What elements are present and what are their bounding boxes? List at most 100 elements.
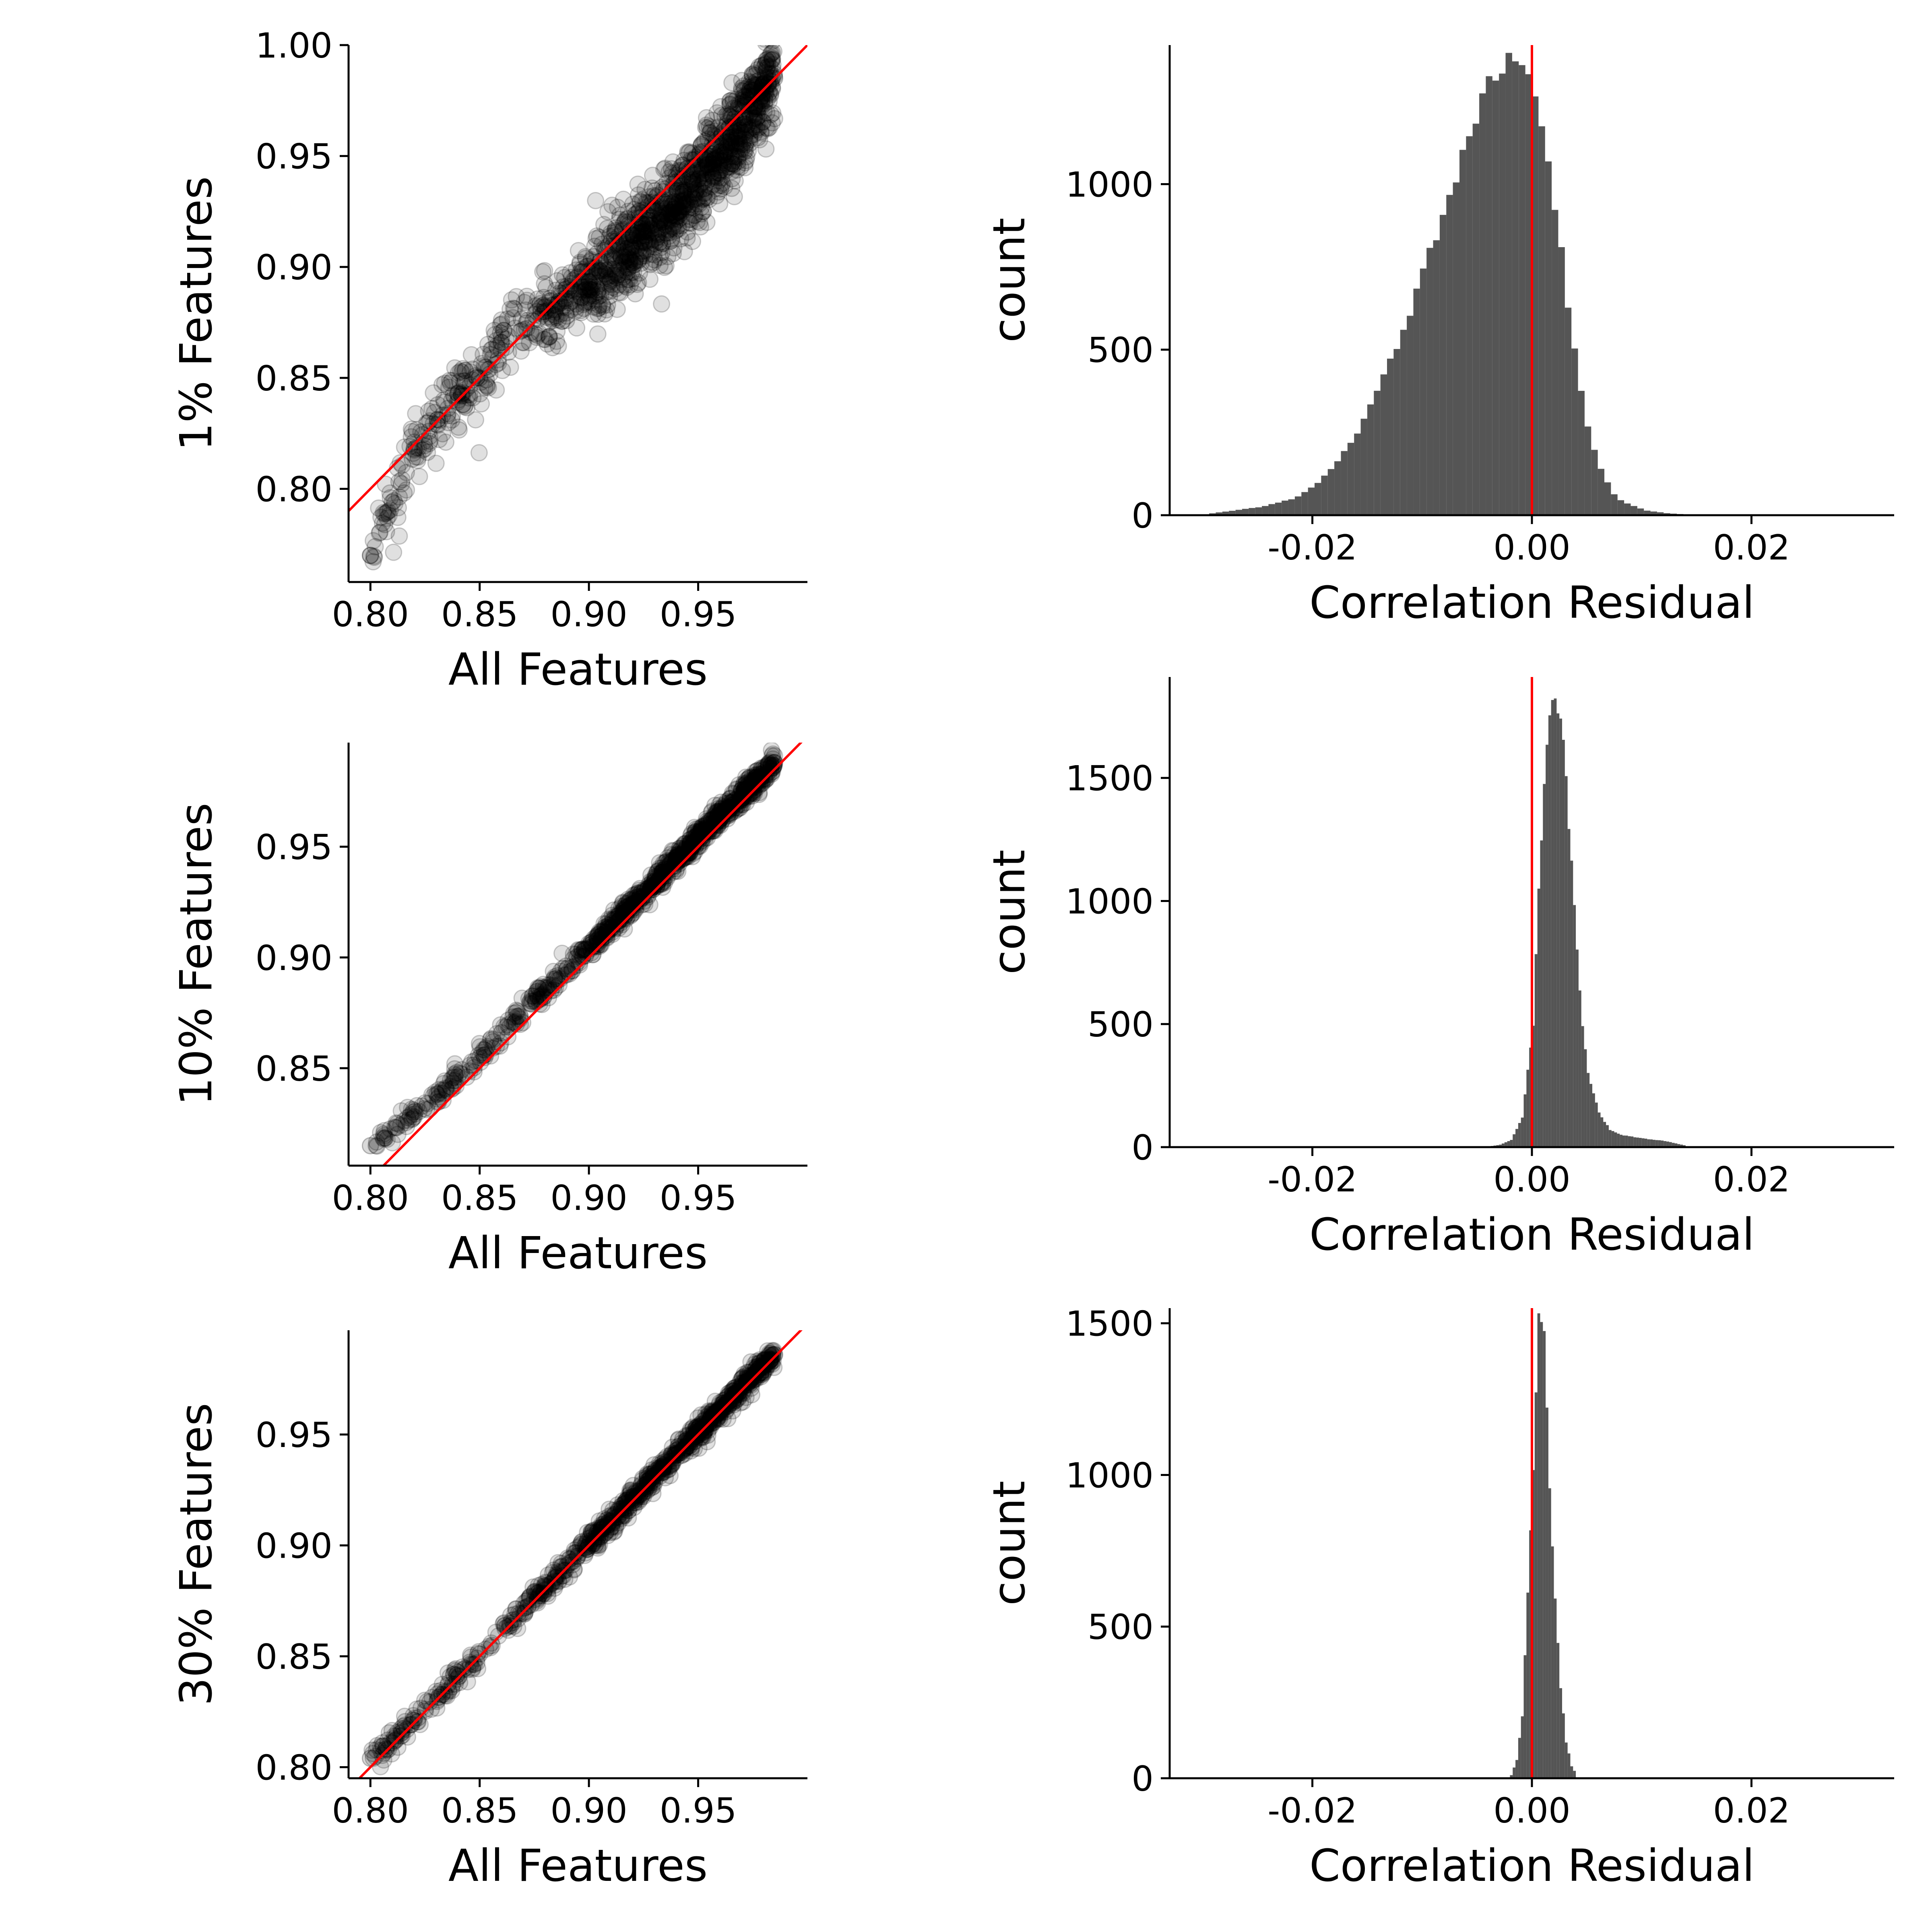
histogram-bar (1565, 308, 1571, 515)
histogram-bar (1546, 1408, 1548, 1778)
scatter-point (611, 211, 627, 227)
x-tick-label: 0.90 (550, 1178, 627, 1218)
histogram-bar (1620, 1135, 1622, 1147)
scatter-point (767, 1347, 783, 1363)
x-tick-label: 0.02 (1713, 528, 1790, 568)
scatter-point (625, 237, 641, 253)
y-axis-label: 30% Features (170, 1403, 222, 1705)
histogram-panel-3: -0.02 0.00 0.02050010001500Correlation Res… (983, 1304, 1894, 1891)
x-tick-label: 0.02 (1713, 1160, 1790, 1200)
scatter-point (398, 482, 415, 498)
scatter-point (406, 1713, 422, 1729)
x-axis-label: Correlation Residual (1309, 1209, 1754, 1260)
histogram-bar (1543, 784, 1546, 1147)
histogram-bar (1268, 504, 1275, 515)
histogram-bar (1592, 1093, 1595, 1147)
histogram-bar (1526, 1070, 1529, 1147)
histogram-bar (1295, 496, 1301, 515)
histogram-bar (1604, 482, 1611, 515)
y-axis-label: count (983, 1481, 1035, 1606)
histogram-bar (1562, 740, 1565, 1147)
scatter-point (766, 111, 782, 127)
scatter-point (668, 197, 684, 213)
histogram-bar (1552, 210, 1558, 515)
scatter-point (393, 1726, 409, 1742)
histogram-bar (1518, 1738, 1521, 1778)
scatter-point (536, 331, 552, 347)
histogram-bars (1488, 698, 1686, 1147)
scatter-point (472, 1646, 488, 1662)
y-tick-label: 0 (1131, 1759, 1154, 1799)
scatter-point (652, 258, 668, 274)
scatter-point (450, 1069, 466, 1085)
y-tick-label: 0.85 (256, 1049, 332, 1089)
histogram-bar (1653, 1140, 1655, 1147)
scatter-point (722, 93, 739, 109)
scatter-point (459, 400, 475, 416)
scatter-point (537, 262, 553, 279)
histogram-bar (1512, 61, 1519, 515)
scatter-point (493, 1025, 510, 1041)
histogram-bar (1515, 1760, 1518, 1778)
scatter-point (736, 1366, 752, 1382)
histogram-bar (1624, 504, 1631, 515)
scatter-point (398, 464, 415, 481)
histogram-bar (1622, 1135, 1625, 1147)
scatter-panel-3: 0.80 0.85 0.90 0.950.800.850.900.95All Feat… (170, 1323, 807, 1891)
y-tick-label: 500 (1088, 1005, 1154, 1045)
scatter-point (493, 334, 510, 351)
histogram-bar (1275, 503, 1282, 515)
scatter-point (446, 1666, 462, 1682)
y-tick-label: 0.80 (256, 1748, 332, 1788)
histogram-bar (1631, 506, 1637, 515)
scatter-points (362, 22, 782, 570)
scatter-point (559, 1557, 575, 1573)
y-tick-label: 1000 (1065, 165, 1154, 205)
histogram-bar (1262, 506, 1268, 515)
y-tick-label: 0.95 (256, 828, 332, 868)
scatter-point (642, 194, 658, 211)
histogram-bar (1459, 150, 1466, 515)
scatter-point (530, 980, 546, 996)
y-axis-label: count (983, 850, 1035, 974)
scatter-point (362, 547, 378, 564)
histogram-bar (1420, 268, 1426, 515)
histogram-bar (1334, 461, 1341, 515)
y-tick-label: 0 (1131, 1128, 1154, 1168)
x-tick-label: 0.95 (660, 1178, 737, 1218)
histogram-bar (1433, 240, 1440, 515)
histogram-bar (1535, 954, 1538, 1147)
histogram-bar (1466, 136, 1472, 515)
scatter-point (749, 122, 766, 138)
histogram-bar (1639, 1138, 1642, 1147)
histogram-bar (1617, 1134, 1620, 1147)
x-tick-label: 0.00 (1493, 1791, 1570, 1831)
scatter-point (625, 1491, 641, 1507)
y-tick-label: 0.95 (256, 1415, 332, 1455)
histogram-bar (1570, 1766, 1573, 1778)
histogram-bar (1551, 700, 1554, 1147)
scatter-point (615, 191, 632, 207)
scatter-point (590, 326, 606, 342)
histogram-bar (1535, 1392, 1538, 1778)
histogram-bar (1546, 745, 1548, 1147)
histogram-bar (1513, 1767, 1515, 1778)
histogram-panel-1: -0.02 0.00 0.0205001000Correlation Residua… (983, 45, 1894, 628)
histogram-bar (1473, 124, 1479, 515)
histogram-bar (1565, 1742, 1568, 1778)
x-tick-label: 0.80 (332, 1178, 409, 1218)
scatter-point (690, 1424, 706, 1440)
histogram-bar (1521, 1118, 1524, 1147)
histogram-bar (1598, 1113, 1601, 1147)
scatter-point (709, 1410, 725, 1426)
y-tick-label: 500 (1088, 1607, 1154, 1647)
y-axis-label: 1% Features (170, 176, 222, 451)
x-axis-label: Correlation Residual (1309, 1840, 1754, 1891)
histogram-bar (1381, 374, 1387, 515)
scatter-point (362, 1137, 378, 1154)
histogram-bar (1515, 1129, 1518, 1147)
histogram-bar (1636, 1137, 1639, 1147)
histogram-bar (1538, 126, 1545, 515)
histogram-bar (1524, 1655, 1527, 1778)
